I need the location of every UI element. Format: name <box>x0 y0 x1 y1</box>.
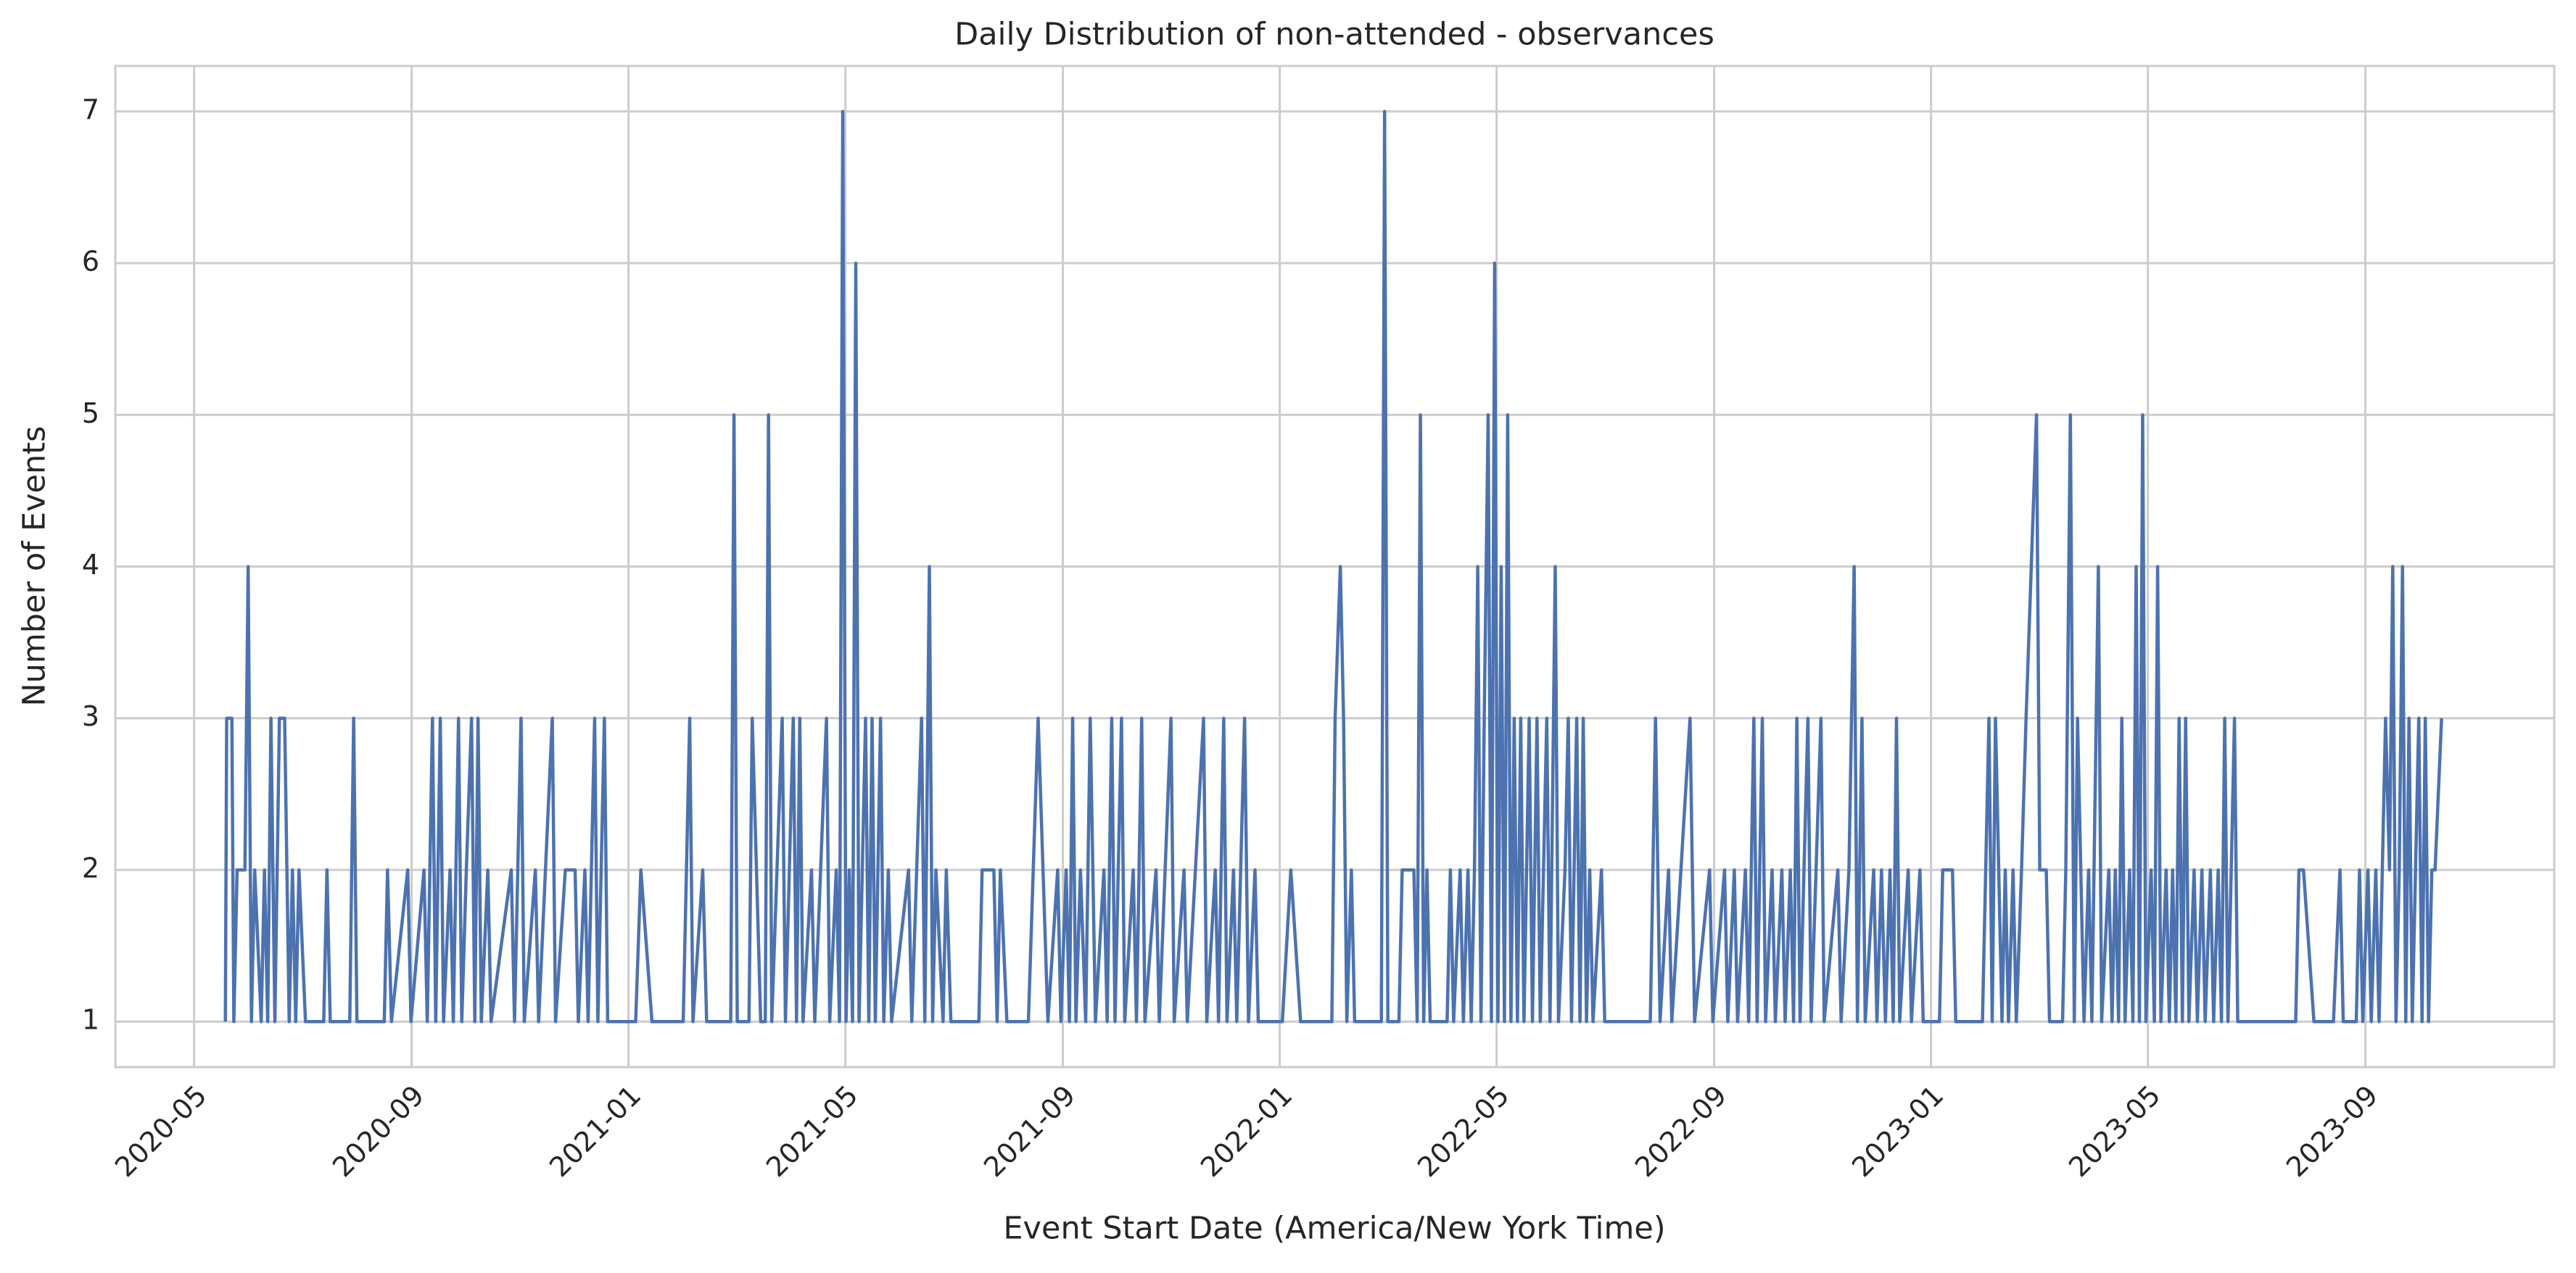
x-axis-label: Event Start Date (America/New York Time) <box>1003 1211 1665 1247</box>
y-tick-label: 2 <box>82 852 99 884</box>
y-tick-label: 5 <box>82 397 99 429</box>
y-axis-label: Number of Events <box>17 426 53 706</box>
plot-frame <box>114 65 2556 1069</box>
y-tick-label: 3 <box>82 700 99 732</box>
chart-title: Daily Distribution of non-attended - obs… <box>954 17 1714 53</box>
y-tick-label: 7 <box>82 94 99 125</box>
y-tick-label: 1 <box>82 1004 99 1036</box>
data-line <box>223 109 2443 1024</box>
y-tick-label: 4 <box>82 549 99 581</box>
y-tick-label: 6 <box>82 246 99 278</box>
